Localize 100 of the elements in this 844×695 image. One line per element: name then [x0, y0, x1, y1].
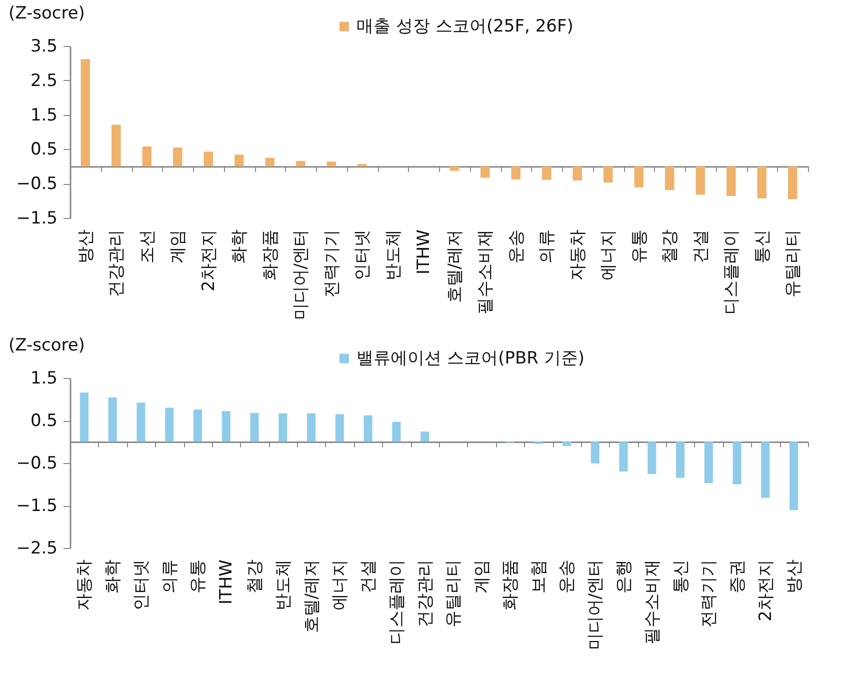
bar: [604, 166, 613, 183]
bar: [590, 442, 600, 464]
bar: [732, 442, 742, 484]
y-tick-label: −2.5: [16, 538, 58, 558]
bar: [634, 166, 644, 188]
bar: [572, 166, 582, 181]
x-tick-label: 방산: [76, 230, 96, 264]
x-tick-label: 반도체: [383, 230, 404, 280]
bar: [136, 402, 146, 442]
y-tick-label: 1.5: [30, 105, 58, 126]
x-tick-label: 운송: [557, 560, 578, 594]
x-tick-label: 보험: [528, 560, 549, 594]
x-tick-label: 의류: [160, 560, 180, 594]
x-tick-label: 미디어/엔터: [586, 560, 606, 650]
y-tick-label: −0.5: [16, 174, 58, 194]
bar: [108, 398, 117, 442]
bar: [542, 166, 552, 180]
y-axis-title: (Z-socre): [8, 4, 85, 24]
bar: [562, 442, 571, 446]
y-tick-label: 0.5: [30, 140, 58, 160]
bar: [307, 413, 316, 442]
y-tick-label: 0.5: [30, 411, 58, 431]
bar: [173, 147, 182, 166]
bar: [112, 124, 121, 166]
legend-label: 매출 성장 스코어(25F, 26F): [356, 16, 574, 36]
bar: [420, 432, 430, 442]
y-axis-title: (Z-score): [8, 336, 85, 356]
x-tick-label: 화장품: [500, 560, 520, 610]
x-tick-label: 호텔/레저: [444, 230, 465, 304]
x-tick-label: 게임: [168, 230, 188, 264]
x-tick-label: 조선: [137, 230, 158, 264]
x-tick-label: 에너지: [598, 230, 619, 280]
x-tick-label: 증권: [728, 560, 748, 594]
x-tick-label: 2차전지: [198, 230, 219, 292]
x-tick-label: 철강: [245, 560, 265, 594]
bar: [392, 422, 401, 442]
bar: [80, 392, 88, 442]
y-tick-label: −0.5: [16, 454, 58, 474]
bar: [165, 408, 174, 442]
bar: [80, 59, 90, 166]
bar: [757, 166, 766, 198]
x-tick-label: 호텔/레저: [302, 560, 322, 634]
y-tick-label: 2.5: [30, 70, 58, 91]
bar: [619, 442, 628, 472]
bar: [726, 166, 736, 196]
x-tick-label: 인터넷: [131, 560, 152, 610]
x-tick-label: 화장품: [260, 230, 280, 280]
x-tick-label: 미디어/엔터: [291, 230, 312, 320]
bar: [648, 442, 656, 474]
bar: [696, 166, 705, 195]
x-tick-label: 디스플레이: [722, 230, 742, 314]
x-tick-label: 유틸리티: [444, 560, 464, 628]
bar: [761, 442, 770, 498]
bar: [193, 409, 202, 442]
x-tick-label: 운송: [506, 230, 526, 264]
x-tick-label: ITHW: [414, 229, 434, 274]
bar: [296, 160, 306, 166]
bar: [480, 166, 490, 178]
x-tick-label: 의류: [537, 230, 558, 264]
x-tick-label: 인터넷: [352, 230, 373, 280]
bar: [665, 166, 674, 190]
bar: [790, 442, 798, 510]
x-tick-label: 화학: [230, 230, 250, 264]
bar: [450, 166, 459, 171]
y-tick-label: 3.5: [30, 36, 58, 56]
x-tick-label: 에너지: [330, 560, 350, 610]
x-tick-label: 건설: [690, 230, 711, 264]
x-tick-label: 전력기기: [322, 230, 342, 298]
x-tick-label: 2차전지: [756, 560, 776, 622]
bar: [265, 158, 274, 166]
x-tick-label: ITHW: [216, 559, 237, 604]
x-tick-label: 은행: [614, 560, 634, 594]
x-tick-label: 건강관리: [106, 230, 127, 298]
bar: [364, 415, 372, 442]
x-tick-label: 유틸리티: [783, 230, 804, 298]
x-tick-label: 철강: [660, 230, 680, 264]
x-tick-label: 통신: [670, 560, 691, 594]
bar: [335, 414, 344, 442]
x-tick-label: 반도체: [273, 560, 294, 610]
bar: [250, 412, 259, 442]
x-tick-label: 방산: [784, 560, 804, 594]
bar: [676, 442, 685, 478]
x-tick-label: 필수소비재: [476, 230, 496, 314]
x-tick-label: 자동차: [568, 230, 588, 280]
x-tick-label: 화학: [103, 560, 124, 594]
x-tick-label: 건강관리: [415, 560, 436, 628]
x-tick-label: 유통: [188, 560, 208, 594]
bar: [142, 146, 152, 166]
y-tick-label: 1.5: [30, 368, 58, 388]
x-tick-label: 필수소비재: [642, 560, 662, 644]
bar: [704, 442, 713, 483]
x-tick-label: 유통: [629, 230, 650, 264]
x-tick-label: 통신: [752, 230, 772, 264]
x-tick-label: 게임: [472, 560, 492, 594]
bar: [358, 164, 367, 166]
x-tick-label: 자동차: [74, 560, 95, 610]
bar: [788, 166, 798, 200]
bar: [234, 154, 244, 166]
y-tick-label: −1.5: [16, 496, 58, 516]
bar: [511, 166, 520, 180]
